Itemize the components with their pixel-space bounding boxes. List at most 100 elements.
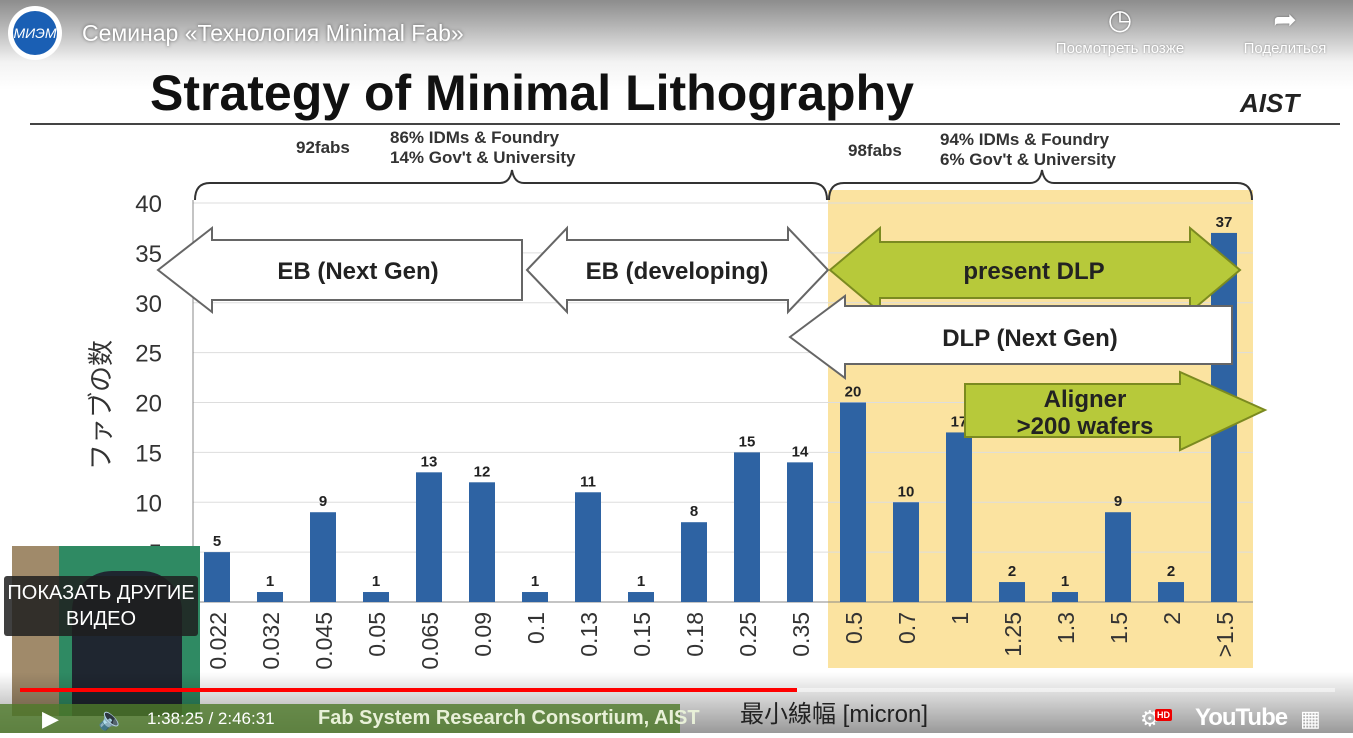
hd-badge: HD — [1155, 709, 1172, 721]
x-tick-label: 0.18 — [682, 612, 708, 657]
y-tick-label: 20 — [135, 391, 162, 418]
bar-value-label: 2 — [1008, 563, 1016, 580]
bar-value-label: 17 — [951, 413, 968, 430]
x-tick-label: 0.5 — [841, 612, 867, 644]
y-axis-label: ファブの数 — [86, 340, 116, 470]
share-icon: ➦ — [1273, 4, 1297, 35]
bar-0.5 — [840, 402, 866, 602]
right-line2: 6% Gov't & University — [940, 150, 1117, 169]
clock-icon: ◷ — [1107, 4, 1133, 35]
bar-0.09 — [469, 482, 495, 602]
volume-button[interactable]: 🔈 — [98, 706, 126, 731]
y-tick-label: 25 — [135, 341, 162, 368]
x-tick-label: 0.35 — [788, 612, 814, 657]
time-display: 1:38:25 / 2:46:31 — [147, 709, 275, 728]
x-tick-label: 0.05 — [364, 612, 390, 657]
play-button[interactable]: ▶ — [42, 706, 59, 731]
eb-next-arrow — [156, 225, 523, 315]
bar-value-label: 10 — [898, 483, 915, 500]
x-tick-label: 1 — [947, 612, 973, 625]
left-brace — [194, 169, 828, 201]
bar-2 — [1158, 582, 1184, 602]
eb-next-label: EB (Next Gen) — [277, 258, 438, 285]
youtube-logo[interactable]: YouTube — [1195, 704, 1288, 731]
bar-0.13 — [575, 492, 601, 602]
bar-value-label: 9 — [319, 493, 327, 510]
aligner-label-2: >200 wafers — [1017, 413, 1154, 440]
bar-value-label: 11 — [580, 473, 596, 490]
x-tick-label: 1.25 — [1000, 612, 1026, 657]
left-line2: 14% Gov't & University — [390, 148, 576, 167]
y-tick-label: 35 — [135, 241, 162, 268]
bar-value-label: 1 — [372, 573, 380, 590]
left-line1: 86% IDMs & Foundry — [390, 128, 560, 147]
bar-0.35 — [787, 462, 813, 602]
bar-value-label: 1 — [1061, 573, 1069, 590]
channel-logo-text: МИЭМ — [13, 11, 57, 55]
settings-gear-icon[interactable]: ⚙ — [1140, 706, 1160, 731]
dlp-next-label: DLP (Next Gen) — [942, 325, 1118, 352]
bar-0.032 — [257, 592, 283, 602]
bar-0.045 — [310, 512, 336, 602]
slide-title: Strategy of Minimal Lithography — [150, 65, 914, 121]
y-tick-label: 15 — [135, 440, 162, 467]
aligner-arrow — [964, 370, 1268, 452]
bar-value-label: 20 — [845, 384, 862, 401]
bar-value-label: 15 — [739, 433, 756, 450]
x-tick-label: 1.5 — [1106, 612, 1132, 644]
watch-later-label: Посмотреть позже — [1055, 40, 1185, 57]
bar-1.3 — [1052, 592, 1078, 602]
bar-0.05 — [363, 592, 389, 602]
bar-value-label: 37 — [1216, 214, 1233, 231]
video-title[interactable]: Семинар «Технология Minimal Fab» — [82, 20, 464, 46]
y-tick-label: 40 — [135, 191, 162, 218]
bar-value-label: 8 — [690, 503, 698, 520]
aligner-label: Aligner — [1044, 386, 1127, 413]
more-videos-button[interactable]: ПОКАЗАТЬ ДРУГИЕ ВИДЕО — [4, 576, 198, 636]
bar-value-label: 1 — [531, 573, 539, 590]
top-gradient — [0, 0, 1353, 62]
exit-fullscreen-icon[interactable]: ▦ — [1300, 706, 1321, 731]
x-tick-label: >1.5 — [1212, 612, 1238, 657]
bar-value-label: 9 — [1114, 493, 1122, 510]
dlp-next-arrow — [788, 294, 1233, 380]
watch-later-button[interactable]: ◷ Посмотреть позже — [1030, 0, 1210, 57]
x-tick-label: 0.045 — [311, 612, 337, 670]
bar-value-label: 12 — [474, 463, 491, 480]
x-tick-label: 0.15 — [629, 612, 655, 657]
bar-1.5 — [1105, 512, 1131, 602]
bar-value-label: 1 — [637, 573, 645, 590]
x-tick-label: 0.022 — [205, 612, 231, 670]
x-tick-label: 0.1 — [523, 612, 549, 644]
share-label: Поделиться — [1243, 40, 1327, 57]
bar-value-label: 2 — [1167, 563, 1175, 580]
bar-0.18 — [681, 522, 707, 602]
x-tick-label: 1.3 — [1053, 612, 1079, 644]
left-fabs: 92fabs — [296, 138, 350, 157]
share-button[interactable]: ➦ Поделиться — [1225, 0, 1345, 57]
bar-0.022 — [204, 552, 230, 602]
x-tick-label: 0.25 — [735, 612, 761, 657]
bar-value-label: 14 — [792, 443, 809, 460]
right-brace — [828, 169, 1253, 201]
slide-footer-band — [0, 704, 680, 733]
progress-played — [20, 688, 798, 692]
x-tick-label: 0.13 — [576, 612, 602, 657]
x-tick-label: 0.09 — [470, 612, 496, 657]
progress-bar[interactable] — [20, 688, 1335, 692]
x-axis-label: 最小線幅 [micron] — [740, 701, 929, 728]
x-tick-label: 2 — [1159, 612, 1185, 625]
bar-value-label: 5 — [213, 533, 221, 550]
present-dlp-arrow — [828, 225, 1242, 315]
channel-avatar[interactable]: МИЭМ — [8, 6, 62, 60]
right-fabs: 98fabs — [848, 141, 902, 160]
aist-logo: AIST — [1239, 88, 1301, 118]
bar-0.065 — [416, 472, 442, 602]
bar-value-label: 13 — [421, 453, 438, 470]
x-tick-label: 0.7 — [894, 612, 920, 644]
y-tick-label: 30 — [135, 291, 162, 318]
eb-developing-label: EB (developing) — [586, 258, 769, 285]
slide-footer: Fab System Research Consortium, AIST — [318, 707, 700, 729]
bar-0.1 — [522, 592, 548, 602]
